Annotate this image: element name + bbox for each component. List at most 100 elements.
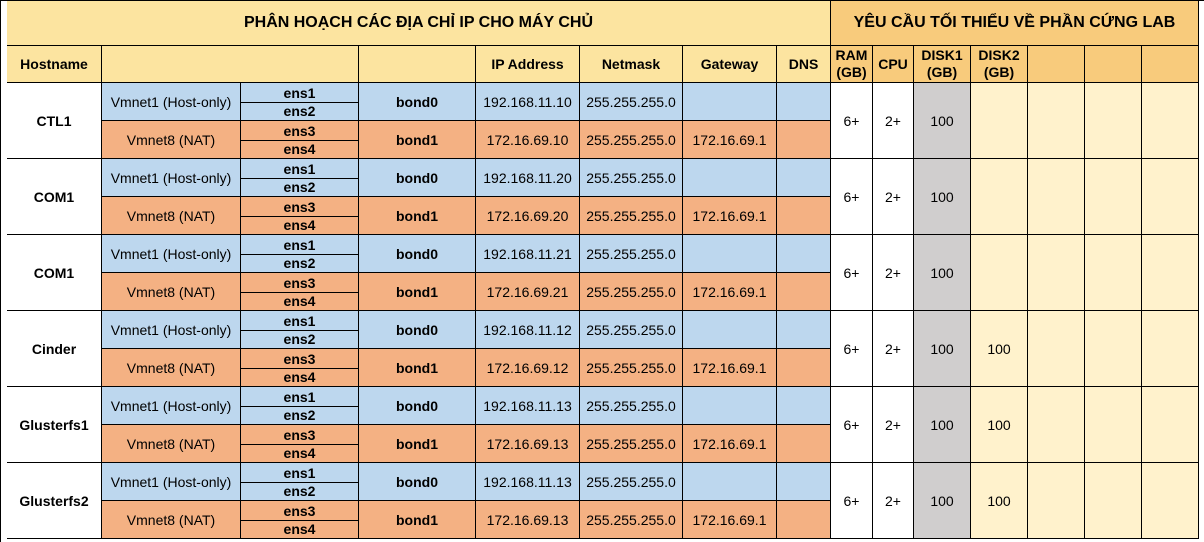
header-dns: DNS: [777, 46, 831, 83]
extra-cell-3: [1142, 311, 1199, 387]
vmnet-nat-label: Vmnet8 (NAT): [102, 425, 241, 463]
extra-cell-2: [1085, 159, 1142, 235]
header-extra-2: [1085, 46, 1142, 83]
header-ram: RAM (GB): [831, 46, 873, 83]
netmask-bond1: 255.255.255.0: [580, 197, 683, 235]
cpu-cell: 2+: [873, 387, 914, 463]
vmnet-nat-label: Vmnet8 (NAT): [102, 349, 241, 387]
header-cpu: CPU: [873, 46, 914, 83]
interface-ens3: ens3: [241, 121, 359, 140]
ram-cell: 6+: [831, 83, 873, 159]
cpu-cell: 2+: [873, 159, 914, 235]
dns-bond1: [777, 349, 831, 387]
interface-divider: [241, 292, 358, 293]
extra-cell-3: [1142, 235, 1199, 311]
netmask-bond0: 255.255.255.0: [580, 387, 683, 425]
bond0-cell: bond0: [359, 235, 476, 273]
interface-ens4: ens4: [241, 140, 359, 159]
bond0-cell: bond0: [359, 159, 476, 197]
ip-address-bond0: 192.168.11.12: [476, 311, 580, 349]
interface-ens2: ens2: [241, 482, 359, 501]
interface-ens1: ens1: [241, 83, 359, 102]
extra-cell-1: [1028, 463, 1085, 539]
ram-cell: 6+: [831, 159, 873, 235]
gateway-bond1: 172.16.69.1: [683, 349, 777, 387]
interface-ens1: ens1: [241, 311, 359, 330]
header-gateway: Gateway: [683, 46, 777, 83]
disk1-cell: 100: [914, 159, 971, 235]
header-blank-1: [102, 46, 359, 83]
vmnet-hostonly-label: Vmnet1 (Host-only): [102, 159, 241, 197]
gateway-bond1: 172.16.69.1: [683, 425, 777, 463]
ip-allocation-title: PHÂN HOẠCH CÁC ĐỊA CHỈ IP CHO MÁY CHỦ: [7, 1, 831, 46]
interface-ens2: ens2: [241, 406, 359, 425]
header-extra-1: [1028, 46, 1085, 83]
dns-bond1: [777, 425, 831, 463]
dns-bond1: [777, 197, 831, 235]
gateway-bond0: [683, 159, 777, 197]
hostname-cell: Glusterfs1: [7, 387, 102, 463]
interface-ens1: ens1: [241, 159, 359, 178]
ram-cell: 6+: [831, 311, 873, 387]
bond0-cell: bond0: [359, 311, 476, 349]
ip-address-bond1: 172.16.69.13: [476, 425, 580, 463]
vmnet-nat-label: Vmnet8 (NAT): [102, 501, 241, 539]
interface-divider: [241, 520, 358, 521]
vmnet-nat-label: Vmnet8 (NAT): [102, 273, 241, 311]
extra-cell-1: [1028, 83, 1085, 159]
disk2-cell: [971, 83, 1028, 159]
bond1-cell: bond1: [359, 273, 476, 311]
extra-cell-2: [1085, 387, 1142, 463]
netmask-bond1: 255.255.255.0: [580, 501, 683, 539]
dns-bond0: [777, 311, 831, 349]
disk2-cell: [971, 235, 1028, 311]
gateway-bond0: [683, 463, 777, 501]
bond1-cell: bond1: [359, 197, 476, 235]
interface-divider: [241, 216, 358, 217]
vmnet-nat-label: Vmnet8 (NAT): [102, 121, 241, 159]
bond1-cell: bond1: [359, 121, 476, 159]
ip-address-bond0: 192.168.11.13: [476, 463, 580, 501]
dns-bond0: [777, 159, 831, 197]
extra-cell-2: [1085, 83, 1142, 159]
netmask-bond1: 255.255.255.0: [580, 121, 683, 159]
hostname-cell: Cinder: [7, 311, 102, 387]
header-disk2: DISK2 (GB): [971, 46, 1028, 83]
interface-ens2: ens2: [241, 254, 359, 273]
extra-cell-3: [1142, 463, 1199, 539]
cpu-cell: 2+: [873, 83, 914, 159]
cpu-cell: 2+: [873, 235, 914, 311]
bond1-cell: bond1: [359, 349, 476, 387]
ip-address-bond1: 172.16.69.13: [476, 501, 580, 539]
netmask-bond0: 255.255.255.0: [580, 83, 683, 121]
netmask-bond0: 255.255.255.0: [580, 463, 683, 501]
interface-ens3: ens3: [241, 501, 359, 520]
interface-ens1: ens1: [241, 463, 359, 482]
extra-cell-2: [1085, 463, 1142, 539]
gateway-bond0: [683, 311, 777, 349]
dns-bond1: [777, 121, 831, 159]
disk1-cell: 100: [914, 83, 971, 159]
netmask-bond0: 255.255.255.0: [580, 311, 683, 349]
interface-divider: [241, 102, 358, 103]
interface-divider: [241, 368, 358, 369]
netmask-bond0: 255.255.255.0: [580, 235, 683, 273]
ip-address-bond0: 192.168.11.13: [476, 387, 580, 425]
ip-address-bond0: 192.168.11.10: [476, 83, 580, 121]
interface-divider: [241, 178, 358, 179]
cpu-cell: 2+: [873, 463, 914, 539]
dns-bond0: [777, 463, 831, 501]
interface-ens2: ens2: [241, 102, 359, 121]
extra-cell-1: [1028, 387, 1085, 463]
ram-cell: 6+: [831, 235, 873, 311]
header-hostname: Hostname: [7, 46, 102, 83]
dns-bond0: [777, 387, 831, 425]
hostname-cell: Glusterfs2: [7, 463, 102, 539]
ip-address-bond1: 172.16.69.12: [476, 349, 580, 387]
ip-address-bond1: 172.16.69.21: [476, 273, 580, 311]
disk2-cell: 100: [971, 463, 1028, 539]
bond1-cell: bond1: [359, 501, 476, 539]
bond0-cell: bond0: [359, 463, 476, 501]
dns-bond1: [777, 273, 831, 311]
vmnet-hostonly-label: Vmnet1 (Host-only): [102, 83, 241, 121]
